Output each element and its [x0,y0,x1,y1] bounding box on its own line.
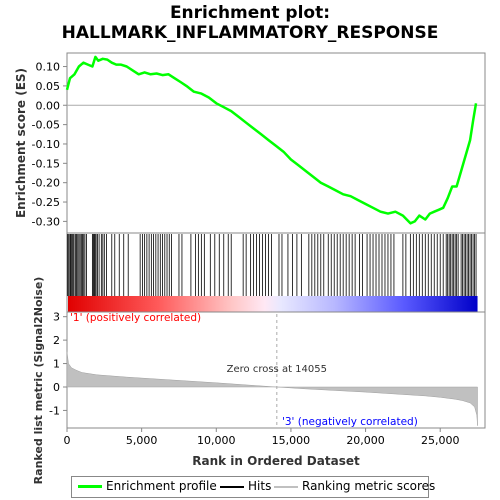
x-tick-label: 15,000 [272,434,311,447]
es-y-tick-label: 0.10 [36,61,61,74]
rank-y-tick-label: 3 [53,311,60,324]
zero-cross-label: Zero cross at 14055 [227,364,327,375]
enrichment-profile-line [65,55,478,225]
legend-label-hits: Hits [248,479,272,493]
es-y-tick-label: -0.25 [32,196,60,209]
legend-line-icon [274,485,298,488]
legend: Enrichment profile Hits Ranking metric s… [71,476,435,498]
ranking-metric-area [66,351,478,426]
legend-item-ranking: Ranking metric scores [274,479,435,493]
rank-plot-frame [66,311,486,429]
legend-label-profile: Enrichment profile [106,479,217,493]
legend-item-profile: Enrichment profile [78,479,217,493]
es-y-tick-label: -0.05 [32,119,60,132]
es-y-tick-label: 0.00 [36,99,61,112]
ranked-heat-bar [68,296,478,312]
es-plot-frame [66,52,486,234]
legend-label-ranking: Ranking metric scores [302,479,436,493]
rank-y-tick-label: -1 [49,404,60,417]
negative-correlation-label: '3' (negatively correlated) [282,416,418,428]
rank-y-tick-label: 1 [53,358,60,371]
es-panel: 0.10 0.05 0.00 -0.05 -0.10 -0.15 -0.20 -0.25 -0.… [32,52,486,234]
chart-title-line2: HALLMARK_INFLAMMATORY_RESPONSE [61,23,439,43]
x-tick-label: 0 [64,434,71,447]
es-y-tick-label: -0.15 [32,157,60,170]
x-tick-label: 10,000 [197,434,236,447]
rank-panel: Zero cross at 14055 '1' (positively corre… [49,311,486,447]
x-tick-label: 5,000 [126,434,158,447]
x-tick-label: 25,000 [421,434,460,447]
legend-line-icon [220,485,244,488]
rank-y-axis-label: Ranked list metric (Signal2Noise) [32,277,45,485]
es-y-tick-label: -0.30 [32,215,60,228]
hits-panel [66,232,486,313]
x-tick-label: 20,000 [346,434,385,447]
legend-line-icon [78,485,102,488]
es-y-tick-label: -0.20 [32,177,60,190]
es-y-tick-label: 0.05 [36,80,61,93]
chart-title-line1: Enrichment plot: [169,3,331,23]
rank-y-tick-label: 0 [53,381,60,394]
x-axis-label: Rank in Ordered Dataset [192,454,360,468]
es-y-tick-label: -0.10 [32,138,60,151]
legend-item-hits: Hits [220,479,271,493]
positive-correlation-label: '1' (positively correlated) [70,312,201,324]
rank-y-tick-label: 2 [53,334,60,347]
es-y-axis-label: Enrichment score (ES) [14,68,28,218]
